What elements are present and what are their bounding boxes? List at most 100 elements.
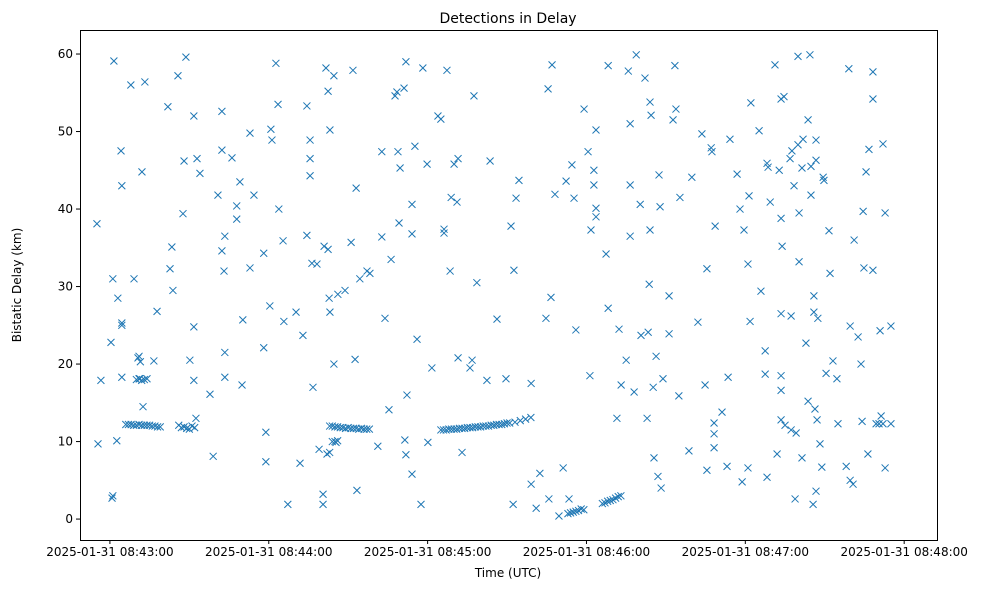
- data-point: [411, 142, 419, 151]
- data-point: [701, 381, 709, 389]
- data-point: [764, 163, 772, 172]
- data-point: [324, 87, 332, 96]
- data-point: [733, 170, 741, 179]
- data-point: [126, 81, 135, 89]
- data-point: [220, 373, 229, 382]
- data-point: [315, 445, 323, 454]
- data-point: [869, 95, 877, 103]
- chart-title: Detections in Delay: [439, 11, 576, 27]
- data-point: [246, 129, 254, 137]
- data-point: [565, 495, 573, 503]
- data-point: [130, 274, 138, 283]
- data-point: [547, 293, 555, 302]
- data-point: [566, 509, 575, 517]
- data-point: [168, 243, 176, 251]
- data-point: [352, 184, 360, 192]
- data-point: [107, 338, 115, 347]
- data-point: [590, 166, 598, 175]
- data-point: [141, 78, 149, 86]
- data-point: [665, 291, 673, 300]
- data-point: [347, 238, 355, 247]
- data-point: [341, 286, 349, 295]
- data-point: [450, 160, 458, 168]
- data-point: [632, 50, 641, 59]
- data-point: [373, 442, 382, 451]
- data-point: [615, 325, 623, 334]
- data-point: [656, 202, 664, 211]
- data-point: [786, 154, 794, 163]
- data-point: [326, 308, 334, 316]
- data-point: [453, 198, 461, 206]
- data-point: [724, 373, 732, 382]
- data-point: [402, 57, 410, 66]
- data-point: [274, 100, 282, 109]
- data-point: [362, 425, 371, 434]
- data-point: [587, 226, 595, 234]
- data-point: [655, 171, 663, 179]
- data-point: [641, 74, 649, 82]
- data-point: [657, 484, 665, 492]
- data-point: [320, 242, 328, 251]
- x-tick-label: 2025-01-31 08:43:00: [46, 545, 173, 559]
- data-point: [622, 356, 631, 365]
- x-tick-label: 2025-01-31 08:44:00: [205, 545, 332, 559]
- data-point: [766, 198, 775, 206]
- data-point: [603, 497, 612, 506]
- data-point: [454, 154, 462, 163]
- data-point: [306, 171, 314, 180]
- y-tick-label: 10: [58, 435, 73, 449]
- data-point: [846, 322, 855, 330]
- data-point: [826, 269, 834, 278]
- data-point: [555, 512, 563, 520]
- data-point: [778, 242, 786, 251]
- data-point: [509, 500, 517, 509]
- data-point: [850, 236, 858, 244]
- data-point: [649, 383, 658, 392]
- plot-frame: [80, 30, 938, 541]
- data-point: [859, 207, 867, 216]
- data-point: [869, 266, 877, 275]
- data-point: [798, 453, 806, 462]
- data-point: [516, 416, 525, 425]
- marks-layer: [93, 50, 895, 520]
- data-point: [218, 247, 226, 255]
- y-axis-label: Bistatic Delay (km): [10, 228, 24, 343]
- data-point: [710, 429, 718, 438]
- data-point: [186, 356, 194, 365]
- data-point: [299, 331, 307, 340]
- data-point: [564, 509, 572, 518]
- data-point: [781, 421, 789, 430]
- data-point: [775, 166, 784, 175]
- data-point: [262, 457, 270, 466]
- x-axis-label: Time (UTC): [474, 566, 541, 580]
- data-point: [626, 181, 635, 189]
- data-point: [568, 161, 576, 169]
- data-point: [521, 415, 530, 423]
- data-point: [319, 490, 327, 499]
- data-point: [365, 425, 374, 434]
- data-point: [687, 173, 696, 182]
- data-point: [507, 222, 515, 230]
- data-point: [313, 260, 321, 268]
- data-point: [114, 294, 122, 303]
- data-point: [580, 105, 588, 113]
- data-point: [570, 194, 578, 203]
- data-point: [424, 438, 432, 447]
- data-point: [795, 257, 803, 266]
- data-point: [418, 64, 427, 72]
- data-point: [296, 459, 304, 468]
- data-point: [777, 386, 785, 395]
- data-point: [377, 147, 386, 156]
- data-point: [869, 68, 877, 76]
- data-point: [698, 130, 706, 138]
- y-tick-label: 50: [58, 125, 73, 139]
- data-point: [761, 347, 770, 355]
- data-point: [862, 167, 870, 176]
- data-point: [810, 308, 818, 316]
- data-point: [876, 326, 884, 335]
- data-point: [586, 371, 594, 380]
- data-point: [138, 167, 146, 176]
- data-point: [755, 126, 763, 135]
- data-point: [366, 269, 374, 278]
- data-point: [740, 226, 748, 234]
